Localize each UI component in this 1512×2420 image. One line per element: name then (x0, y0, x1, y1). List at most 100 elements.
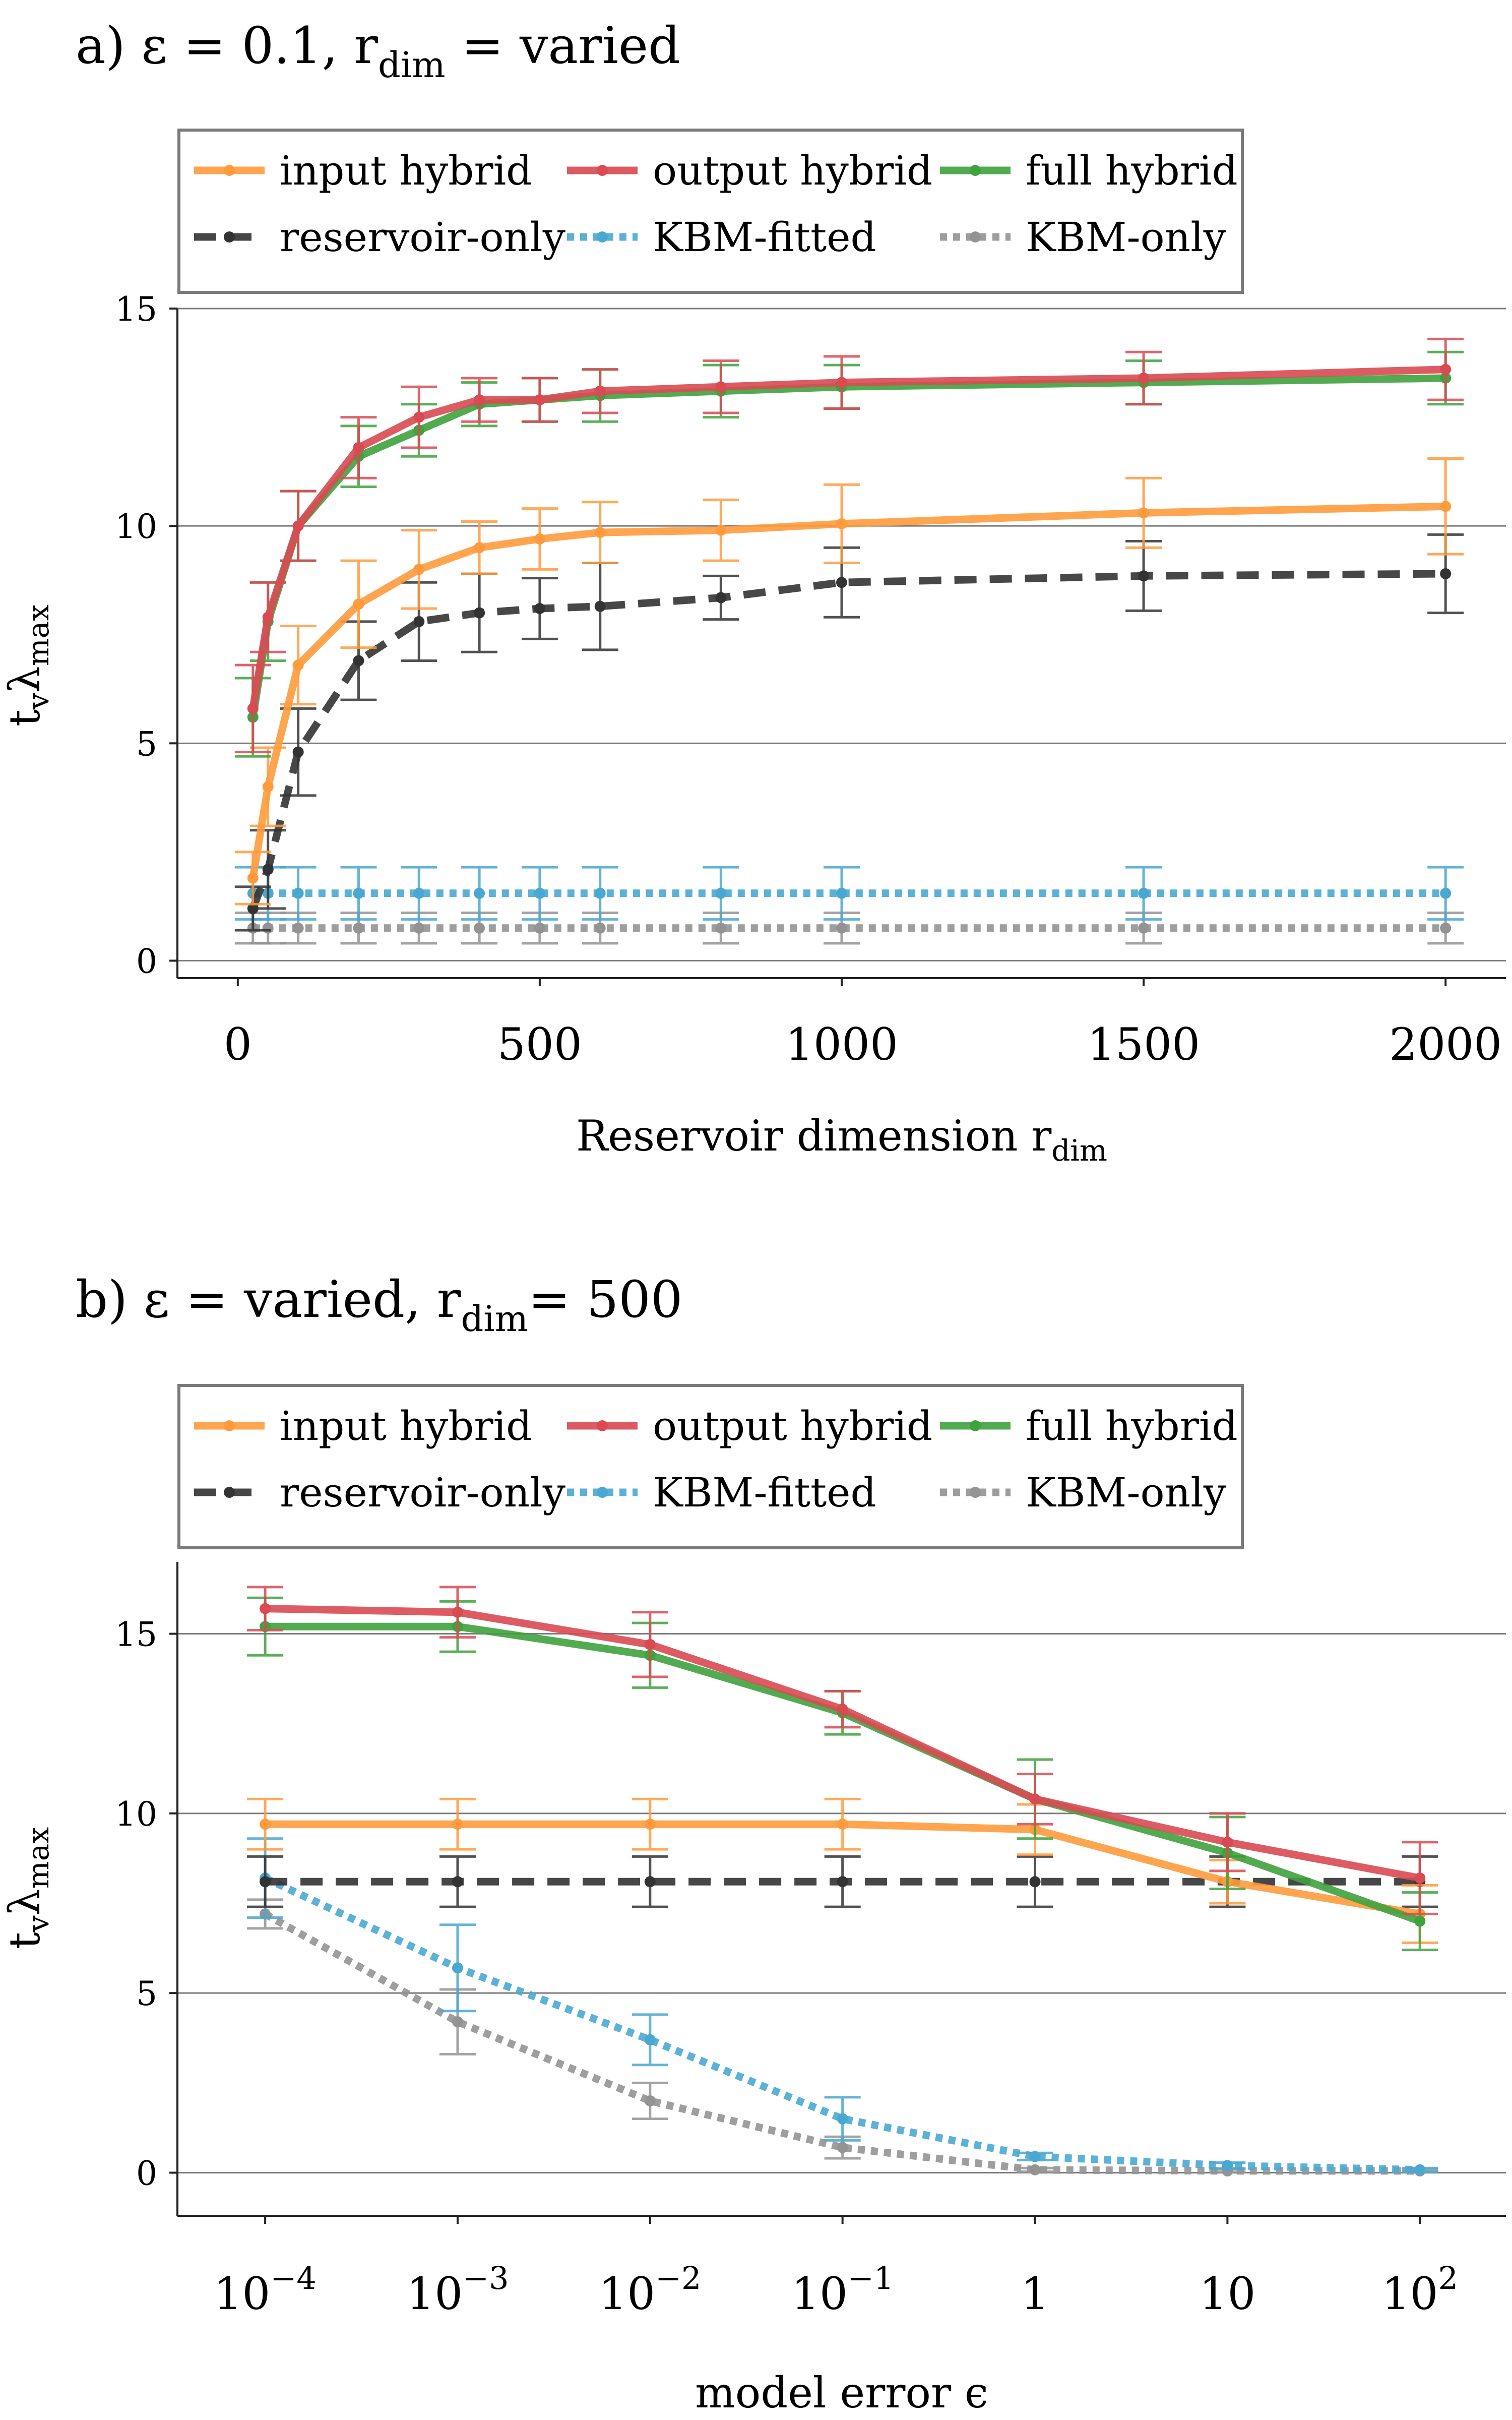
a-point-reservoir (353, 655, 364, 667)
b-legend-marker-output (597, 1420, 608, 1431)
b-x-axis-label: model error ϵ (695, 2368, 988, 2417)
b-legend-item-input: input hybrid (194, 1403, 532, 1449)
b-legend-item-kbmfit: KBM-fitted (567, 1469, 876, 1516)
b-point-kbmfit (1414, 2164, 1426, 2175)
a-point-output (1440, 364, 1452, 375)
panel-a-chart: 0 5 10 15 0 500 1000 1500 2000 Reservoir dimensio… (0, 129, 1506, 1168)
a-point-kbmonly (1138, 922, 1150, 934)
b-point-kbmonly (452, 2016, 463, 2028)
a-point-reservoir (715, 592, 727, 603)
a-point-reservoir (594, 600, 606, 612)
b-point-kbmonly (644, 2095, 656, 2106)
a-legend-marker-reservoir (224, 231, 235, 243)
a-point-output (353, 442, 364, 453)
b-legend: input hybrid output hybrid full hybrid rese… (177, 1384, 1244, 1549)
b-legend-marker-reservoir (224, 1487, 235, 1498)
b-legend-marker-kbmfit (597, 1487, 608, 1498)
a-point-input (247, 872, 259, 884)
b-point-reservoir (644, 1876, 656, 1888)
a-point-kbmonly (292, 922, 304, 934)
a-legend-item-kbmonly: KBM-only (940, 214, 1226, 261)
a-legend-item-output: output hybrid (567, 147, 932, 194)
a-legend-label-input: input hybrid (280, 147, 532, 194)
b-y-tick-label: 0 (136, 2154, 157, 2193)
b-legend-item-output: output hybrid (567, 1403, 932, 1449)
a-point-output (262, 612, 274, 623)
b-x-tick-label: 10−4 (214, 2260, 316, 2320)
a-point-reservoir (534, 603, 545, 615)
b-series-kbmfit (247, 1837, 1438, 2175)
a-point-input (413, 564, 425, 575)
b-point-reservoir (837, 1876, 848, 1888)
a-point-kbmfit (353, 887, 364, 899)
a-point-kbmfit (534, 887, 545, 899)
b-point-output (1029, 1793, 1041, 1805)
a-legend-label-output: output hybrid (653, 147, 932, 194)
a-point-kbmonly (262, 922, 274, 934)
a-legend-label-reservoir: reservoir-only (280, 214, 565, 261)
b-x-tick-label: 10 (1199, 2268, 1255, 2320)
b-x-tick-label: 10−2 (599, 2260, 701, 2320)
a-point-input (1138, 507, 1150, 519)
a-point-reservoir (247, 903, 259, 915)
a-point-kbmonly (534, 922, 545, 934)
b-point-output (452, 1606, 463, 1618)
b-x-tick-label: 1 (1021, 2268, 1049, 2320)
a-legend-label-kbmfit: KBM-fitted (653, 214, 876, 261)
b-legend-label-kbmfit: KBM-fitted (653, 1469, 876, 1516)
b-x-tick-label: 102 (1382, 2260, 1458, 2320)
a-series-input (234, 457, 1464, 905)
a-y-tick-label: 5 (136, 724, 157, 763)
b-point-reservoir (452, 1876, 463, 1888)
a-point-reservoir (413, 616, 425, 627)
a-point-reservoir (836, 577, 847, 588)
a-point-kbmfit (292, 887, 304, 899)
b-point-kbmonly (837, 2142, 848, 2153)
b-point-kbmfit (837, 2113, 848, 2125)
b-legend-label-kbmonly: KBM-only (1026, 1469, 1226, 1516)
b-legend-item-full: full hybrid (940, 1403, 1238, 1449)
a-x-tick-label: 2000 (1389, 1018, 1502, 1070)
b-legend-marker-kbmonly (970, 1487, 981, 1498)
b-legend-marker-input (224, 1420, 235, 1431)
a-legend-label-kbmonly: KBM-only (1026, 214, 1226, 261)
b-legend-label-output: output hybrid (653, 1403, 932, 1449)
b-legend-label-reservoir: reservoir-only (280, 1469, 565, 1516)
a-legend-marker-output (597, 165, 608, 176)
a-point-output (1138, 372, 1150, 384)
a-legend-marker-input (224, 165, 235, 176)
a-y-axis-label: tvλmax (0, 604, 55, 727)
a-point-input (534, 533, 545, 545)
a-point-kbmfit (1440, 887, 1452, 899)
a-point-input (836, 518, 847, 529)
b-point-input (260, 1819, 271, 1830)
b-point-kbmfit (1222, 2160, 1233, 2171)
a-y-tick-label: 10 (115, 507, 157, 546)
a-point-kbmonly (353, 922, 364, 934)
a-legend-marker-kbmfit (597, 231, 608, 243)
b-x-tick-label: 10−3 (406, 2260, 509, 2320)
a-point-kbmfit (413, 887, 425, 899)
a-line-output (249, 366, 1446, 709)
a-legend-item-kbmfit: KBM-fitted (567, 214, 876, 261)
a-point-kbmonly (594, 922, 606, 934)
a-point-reservoir (262, 864, 274, 875)
a-legend-item-reservoir: reservoir-only (194, 214, 565, 261)
a-point-reservoir (292, 746, 304, 758)
a-point-kbmfit (715, 887, 727, 899)
a-point-input (474, 542, 485, 554)
a-point-output (715, 381, 727, 393)
b-point-kbmonly (1029, 2164, 1041, 2175)
a-x-axis-label: Reservoir dimension rdim (576, 1111, 1107, 1168)
b-legend-item-reservoir: reservoir-only (194, 1469, 565, 1516)
b-series-output (247, 1586, 1438, 1915)
b-y-tick-label: 10 (115, 1795, 157, 1834)
a-point-input (715, 524, 727, 536)
a-point-input (292, 659, 304, 671)
a-legend-label-full: full hybrid (1026, 147, 1238, 194)
b-point-input (452, 1819, 463, 1830)
a-point-output (292, 520, 304, 532)
b-x-tick-label: 10−1 (791, 2260, 894, 2320)
a-point-reservoir (1440, 568, 1452, 580)
